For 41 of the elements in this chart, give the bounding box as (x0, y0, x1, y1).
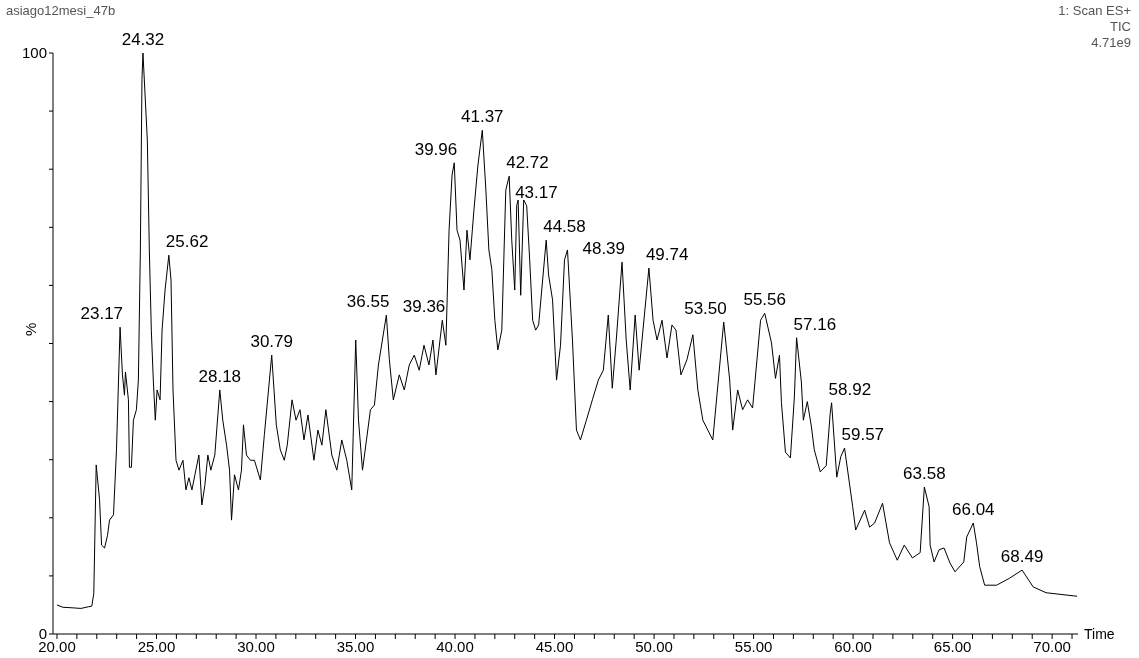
y-axis-title: % (22, 322, 39, 336)
y-tick-label: 100 (21, 44, 47, 62)
annotation: 43.17 (515, 182, 558, 202)
x-tick-label: 40.00 (436, 637, 474, 655)
annotation: 58.92 (828, 379, 872, 399)
annotation: 63.58 (903, 464, 946, 484)
chart-title: asiago12mesi_47b (6, 3, 116, 18)
annotation: 30.79 (250, 332, 294, 352)
annotation: 25.62 (165, 232, 209, 252)
annotation: 41.37 (461, 107, 504, 127)
annotation: 28.18 (198, 366, 242, 386)
annotation: 68.49 (1000, 547, 1044, 567)
x-tick-label: 60.00 (834, 637, 872, 655)
annotation: 49.74 (645, 244, 689, 264)
x-axis-title: Time (1084, 626, 1115, 642)
annotation: 39.36 (402, 297, 446, 317)
x-tick-label: 55.00 (734, 637, 773, 655)
annotation: 53.50 (684, 299, 727, 318)
annotation: 59.57 (841, 425, 885, 445)
annotation: 36.55 (346, 292, 390, 312)
x-tick-label: 25.00 (137, 637, 176, 655)
annotation: 55.56 (743, 290, 786, 310)
x-tick-label: 30.00 (237, 637, 275, 655)
annotation: 42.72 (506, 153, 549, 173)
text: 1: Scan ES+ (1058, 3, 1131, 19)
annotation: 24.32 (121, 30, 165, 49)
y-tick-label: 0 (38, 625, 47, 643)
line-series (56, 53, 1078, 609)
x-tick-label: 50.00 (635, 637, 673, 655)
text: TIC (1109, 19, 1131, 35)
annotation: 44.58 (543, 217, 586, 237)
annotation: 39.96 (414, 139, 458, 159)
annotation: 48.39 (582, 239, 626, 259)
x-tick-label: 70.00 (1033, 637, 1071, 655)
annotation: 23.17 (80, 304, 124, 324)
annotation: 66.04 (952, 500, 995, 520)
x-tick-label: 35.00 (336, 637, 375, 655)
annotation: 57.16 (793, 314, 837, 334)
x-tick-label: 45.00 (535, 637, 574, 655)
text: 4.71e9 (1090, 35, 1131, 51)
x-tick-label: 65.00 (933, 637, 972, 655)
